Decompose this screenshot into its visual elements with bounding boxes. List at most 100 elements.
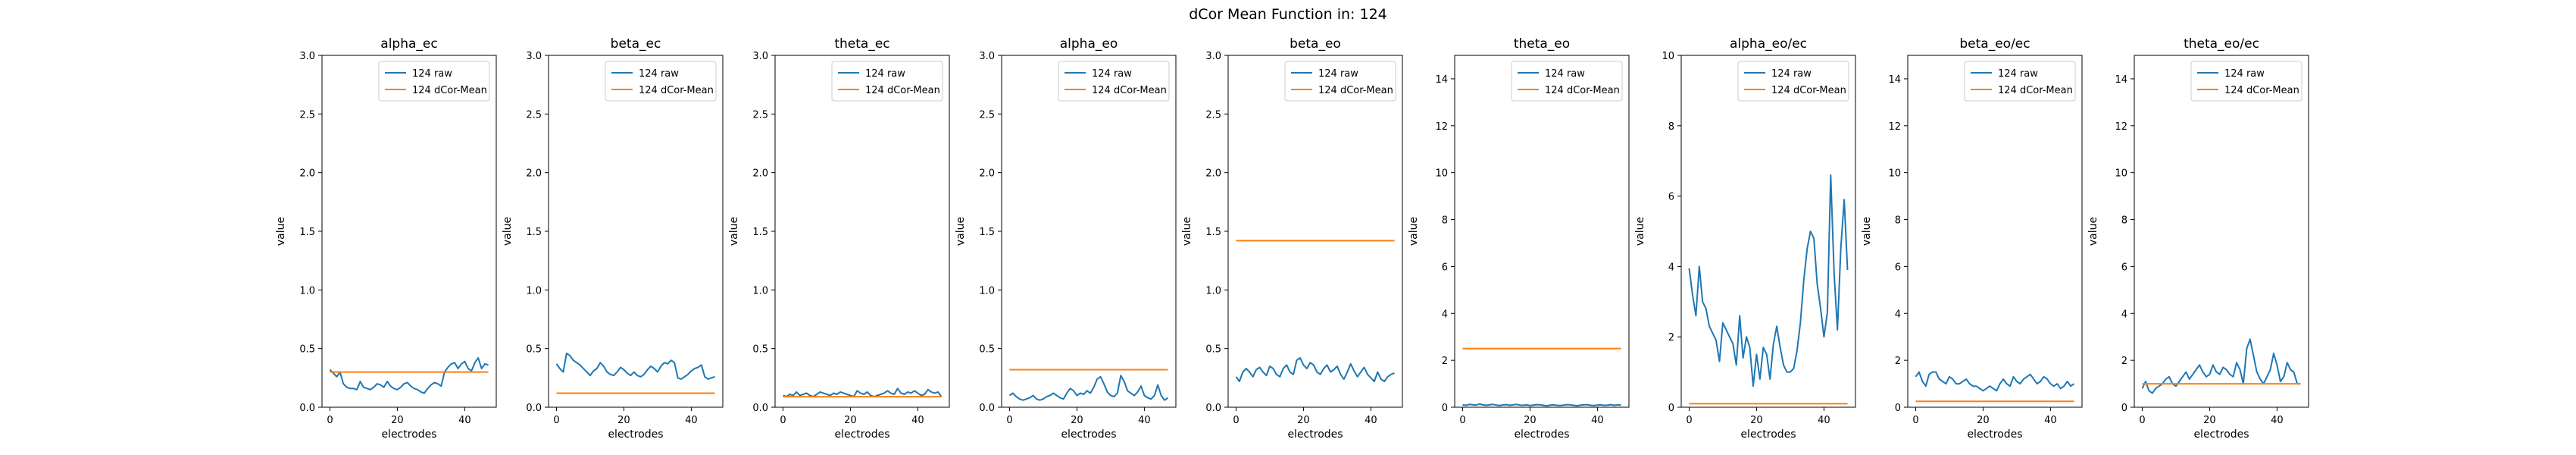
legend: 124 raw 124 dCor-Mean	[605, 61, 717, 102]
x-axis-label: electrodes	[608, 428, 663, 441]
legend-label: 124 dCor-Mean	[1998, 85, 2073, 96]
legend: 124 raw 124 dCor-Mean	[1964, 61, 2076, 102]
y-tick-label: 2	[1442, 356, 1448, 367]
y-tick-label: 4	[2121, 309, 2127, 320]
legend-box	[1511, 61, 1623, 102]
axes-frame	[548, 55, 724, 408]
y-tick-label: 2.5	[752, 109, 768, 121]
legend-label: 124 dCor-Mean	[1318, 85, 1393, 96]
y-tick-label: 14	[2115, 74, 2127, 86]
y-tick-label: 2.5	[299, 109, 315, 121]
x-tick-label: 20	[617, 415, 630, 426]
raw-series-line	[329, 357, 489, 394]
y-tick-label: 1.5	[526, 227, 542, 238]
legend-label: 124 dCor-Mean	[2224, 85, 2299, 96]
y-tick-label: 3.0	[752, 51, 768, 62]
subplot-5: beta_eo 0.0 0.5 1.0 1.5 2.0 2.5 3.0 0 20 40 electro…	[1181, 36, 1403, 441]
subplot-8: beta_eo/ec 0 2 4 6 8 10 12 14 0 20 40 electrodes valu…	[1861, 36, 2083, 441]
y-tick-label: 12	[1888, 121, 1901, 133]
y-tick-label: 0.0	[526, 403, 542, 414]
y-tick-label: 1.0	[299, 285, 315, 297]
x-tick-label: 20	[1524, 415, 1537, 426]
legend-label: 124 raw	[1998, 68, 2038, 80]
y-tick-label: 2.5	[1205, 109, 1221, 121]
y-tick-label: 0.0	[1205, 403, 1221, 414]
legend-label: 124 dCor-Mean	[865, 85, 940, 96]
subplot-title: theta_eo/ec	[2184, 36, 2259, 52]
subplot-6: theta_eo 0 2 4 6 8 10 12 14 0 20 40 electrodes value 1…	[1408, 36, 1630, 441]
raw-series-line	[1688, 174, 1849, 388]
legend: 124 raw 124 dCor-Mean	[1511, 61, 1623, 102]
axes-frame	[1454, 55, 1630, 408]
x-axis-label: electrodes	[834, 428, 889, 441]
legend-label: 124 raw	[2224, 68, 2265, 80]
subplot-7: alpha_eo/ec 0 2 4 6 8 10 0 20 40 electrodes value 12…	[1634, 36, 1856, 441]
legend-label: 124 dCor-Mean	[1092, 85, 1167, 96]
legend-box	[1737, 61, 1849, 102]
subplot-2: beta_ec 0.0 0.5 1.0 1.5 2.0 2.5 3.0 0 20 40 electro…	[502, 36, 724, 441]
x-tick-label: 0	[553, 415, 559, 426]
x-tick-label: 0	[1006, 415, 1012, 426]
y-axis-label: value	[1408, 217, 1420, 246]
y-tick-label: 2.0	[1205, 168, 1221, 180]
y-tick-label: 0.0	[979, 403, 995, 414]
raw-series-line	[1462, 403, 1621, 407]
y-tick-label: 3.0	[526, 51, 542, 62]
x-tick-label: 20	[1297, 415, 1310, 426]
y-tick-label: 4	[1895, 309, 1901, 320]
y-tick-label: 3.0	[979, 51, 995, 62]
x-tick-label: 0	[780, 415, 786, 426]
y-axis-label: value	[1861, 217, 1873, 246]
figure-title: dCor Mean Function in: 124	[1189, 6, 1387, 23]
y-tick-label: 14	[1888, 74, 1901, 86]
x-tick-label: 40	[1818, 415, 1830, 426]
legend-box	[2190, 61, 2302, 102]
y-tick-label: 6	[1895, 262, 1901, 273]
x-tick-label: 40	[911, 415, 924, 426]
y-tick-label: 6	[1668, 192, 1674, 203]
y-tick-label: 0.5	[526, 344, 542, 356]
x-tick-label: 20	[1750, 415, 1763, 426]
y-tick-label: 2	[1895, 356, 1901, 367]
y-tick-label: 0	[1442, 403, 1448, 414]
legend: 124 raw 124 dCor-Mean	[2190, 61, 2302, 102]
subplot-3: theta_ec 0.0 0.5 1.0 1.5 2.0 2.5 3.0 0 20 40 electr…	[728, 36, 950, 441]
legend: 124 raw 124 dCor-Mean	[1284, 61, 1396, 102]
raw-series-line	[1008, 375, 1169, 401]
x-tick-label: 20	[844, 415, 857, 426]
subplot-title: beta_eo/ec	[1959, 36, 2030, 52]
raw-series-line	[1915, 371, 2075, 392]
subplot-title: beta_eo	[1290, 36, 1341, 52]
legend-box	[1964, 61, 2076, 102]
raw-series-line	[555, 352, 715, 380]
y-tick-label: 8	[1895, 215, 1901, 227]
y-axis-label: value	[1181, 217, 1193, 246]
x-tick-label: 0	[1233, 415, 1239, 426]
x-tick-label: 20	[1071, 415, 1083, 426]
y-axis-label: value	[728, 217, 740, 246]
x-tick-label: 0	[327, 415, 333, 426]
y-tick-label: 12	[2115, 121, 2127, 133]
x-tick-label: 40	[1138, 415, 1151, 426]
subplot-title: theta_ec	[834, 36, 889, 52]
x-tick-label: 20	[2203, 415, 2216, 426]
y-tick-label: 1.5	[979, 227, 995, 238]
legend-box	[378, 61, 490, 102]
axes-frame	[2134, 55, 2309, 408]
legend-label: 124 dCor-Mean	[639, 85, 714, 96]
y-tick-label: 2.0	[299, 168, 315, 180]
y-axis-label: value	[502, 217, 514, 246]
y-tick-label: 8	[1668, 121, 1674, 133]
y-tick-label: 6	[1442, 262, 1448, 273]
y-axis-label: value	[1634, 217, 1646, 246]
axes-frame	[1907, 55, 2083, 408]
y-tick-label: 0.0	[752, 403, 768, 414]
axes-frame	[1227, 55, 1403, 408]
legend-box	[1284, 61, 1396, 102]
y-tick-label: 1.5	[299, 227, 315, 238]
legend: 124 raw 124 dCor-Mean	[831, 61, 943, 102]
subplot-title: theta_eo	[1514, 36, 1570, 52]
x-tick-label: 0	[1686, 415, 1692, 426]
y-tick-label: 10	[1435, 168, 1448, 180]
legend: 124 raw 124 dCor-Mean	[1058, 61, 1170, 102]
